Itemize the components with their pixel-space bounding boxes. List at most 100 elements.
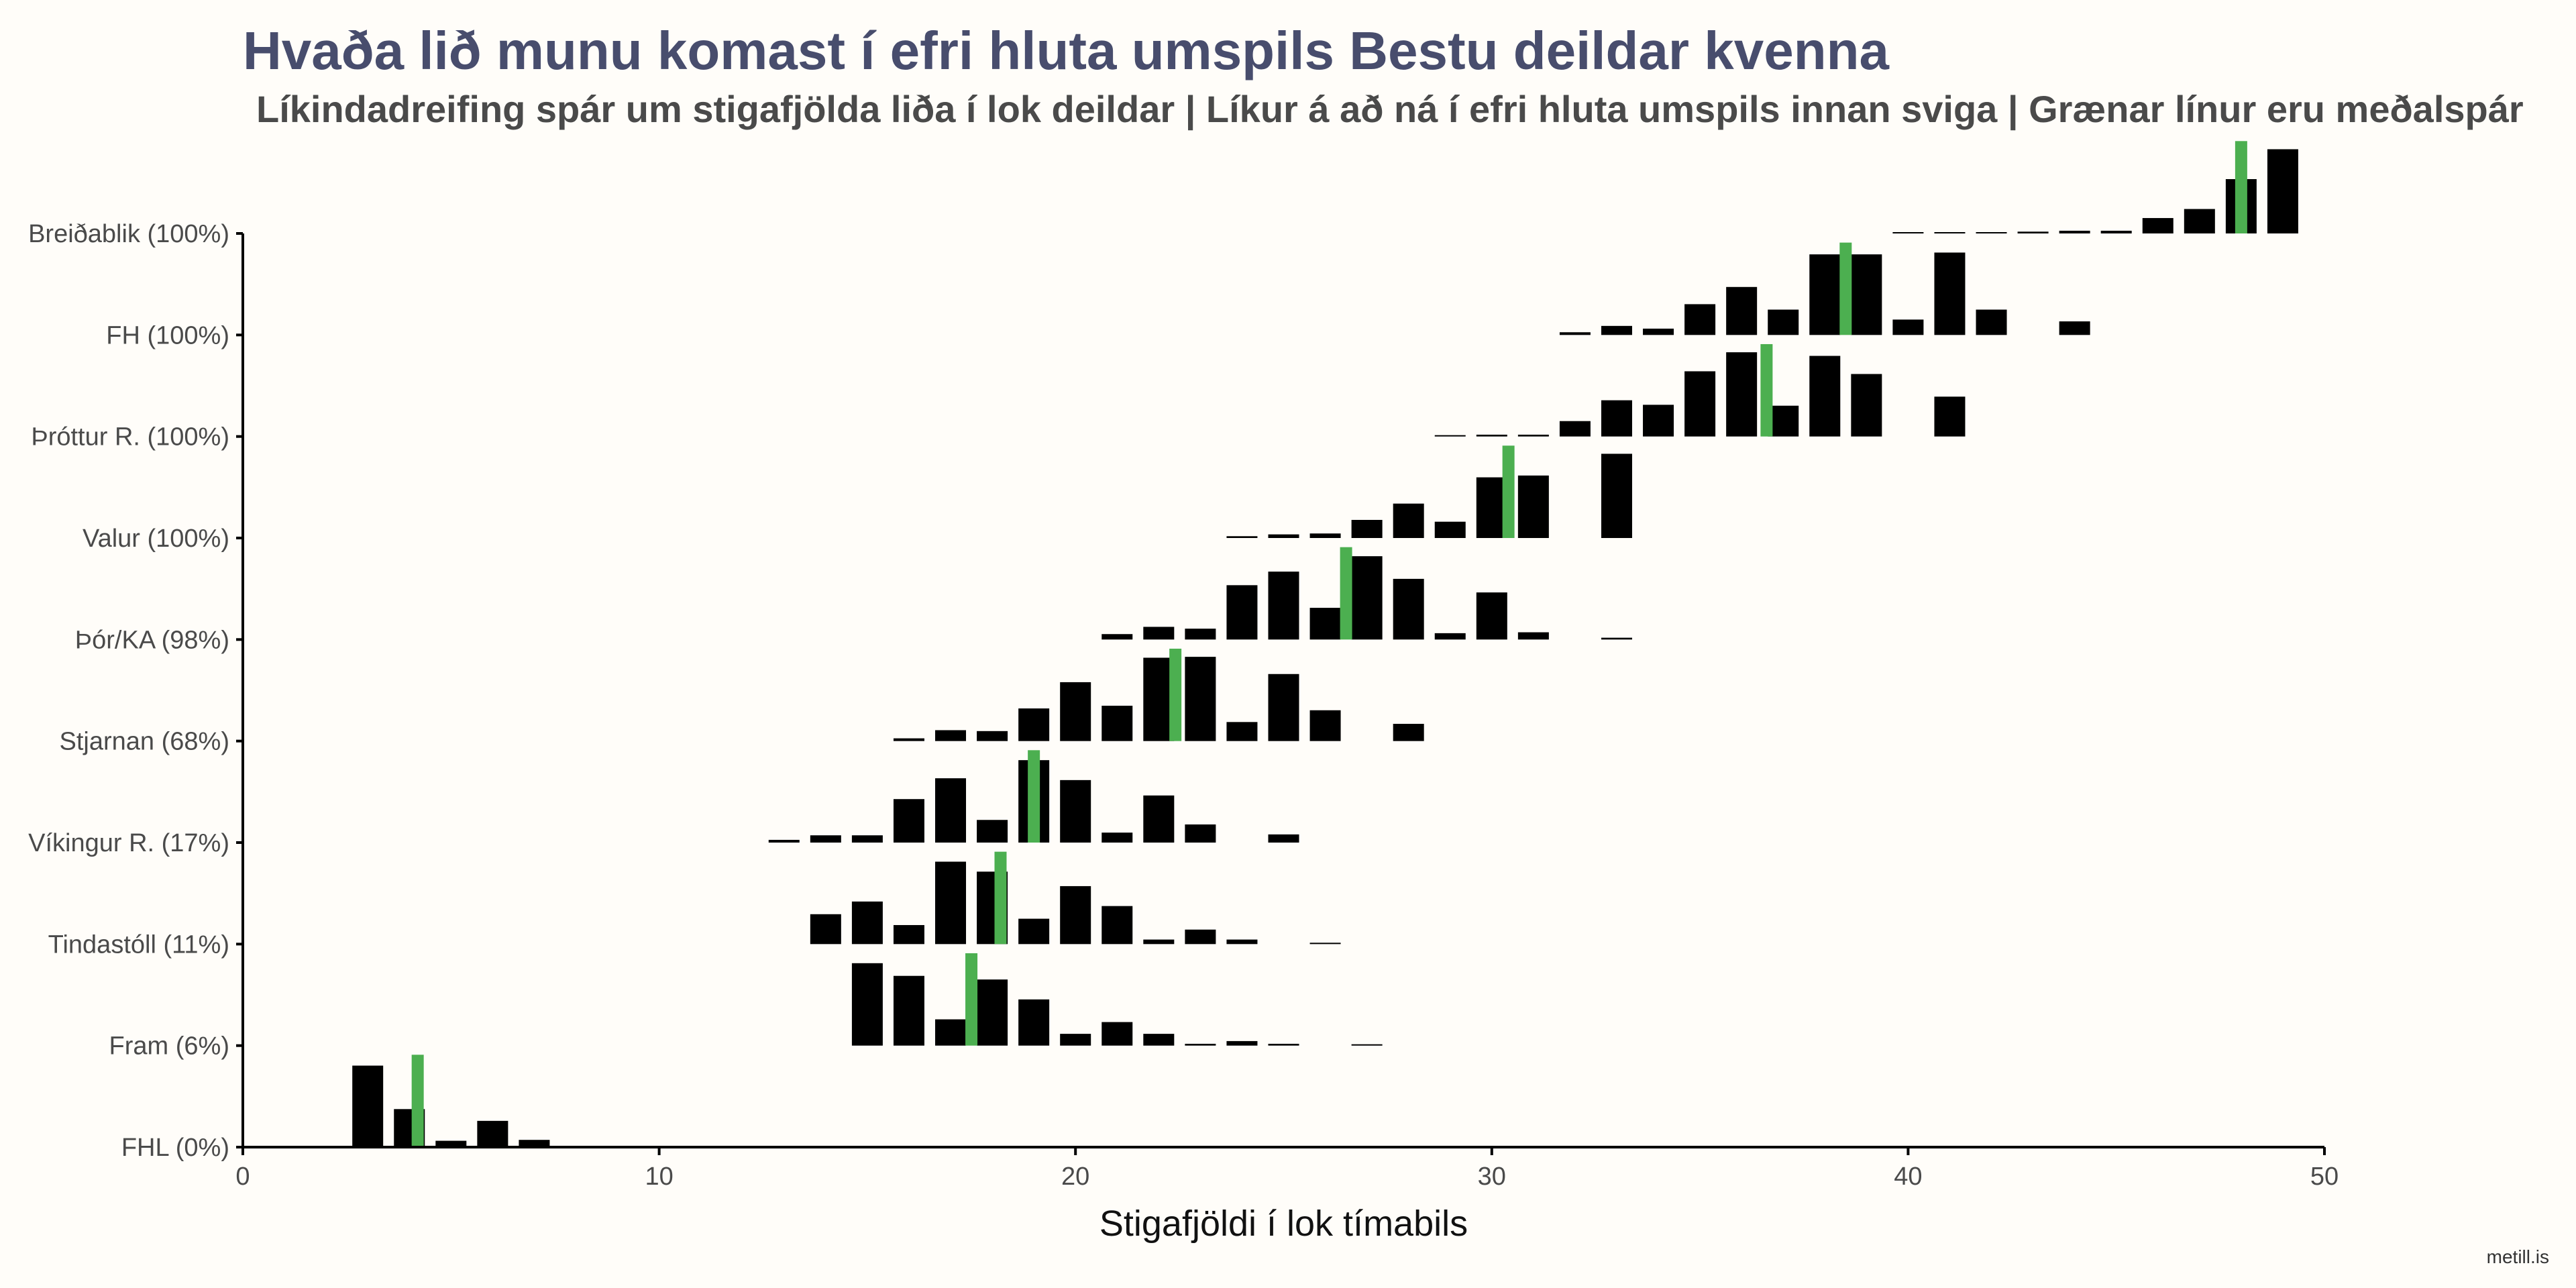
histogram-bar bbox=[1018, 708, 1050, 741]
histogram-bar bbox=[768, 839, 800, 843]
histogram-bar bbox=[1393, 503, 1424, 538]
series-valur-100 bbox=[1226, 445, 1632, 538]
histogram-bar bbox=[1601, 400, 1632, 437]
histogram-bar bbox=[1102, 706, 1133, 741]
histogram-bar bbox=[810, 835, 841, 843]
histogram-bar bbox=[2017, 231, 2049, 233]
histogram-bar bbox=[1601, 453, 1632, 538]
histogram-bar bbox=[2267, 149, 2298, 233]
mean-line bbox=[1760, 343, 1773, 437]
histogram-bar bbox=[1309, 710, 1341, 741]
mean-line bbox=[411, 1055, 424, 1147]
histogram-bar bbox=[1268, 1043, 1299, 1046]
y-tick-label: Þróttur R. (100%) bbox=[31, 423, 229, 451]
histogram-bar bbox=[1559, 421, 1591, 437]
y-tick-label: Stjarnan (68%) bbox=[60, 728, 229, 756]
histogram-bar bbox=[1351, 1044, 1383, 1046]
histogram-bar bbox=[1809, 356, 1841, 437]
histogram-bar bbox=[2100, 230, 2132, 233]
mean-line bbox=[1839, 242, 1852, 335]
y-tick-label: Þór/KA (98%) bbox=[75, 626, 229, 654]
axes-layer: Breiðablik (100%) FH (100%) Þróttur R. (10… bbox=[28, 220, 2339, 1244]
histogram-bar bbox=[1892, 232, 1924, 233]
histogram-bar bbox=[1934, 396, 1966, 437]
histogram-bar bbox=[1976, 232, 2007, 233]
histogram-bar bbox=[1726, 352, 1758, 437]
y-tick-label: FH (100%) bbox=[106, 321, 229, 350]
x-axis-title: Stigafjöldi í lok tímabils bbox=[1099, 1203, 1468, 1244]
histogram-bar bbox=[1102, 1022, 1133, 1046]
y-tick-label: Fram (6%) bbox=[109, 1032, 229, 1061]
histogram-bar bbox=[893, 924, 924, 945]
mean-line bbox=[2235, 141, 2247, 233]
series-fh-100 bbox=[1559, 242, 2090, 335]
histogram-bar bbox=[1934, 232, 1966, 233]
histogram-bar bbox=[1060, 780, 1091, 843]
histogram-bar bbox=[1476, 434, 1507, 437]
series-vikingur-r-17 bbox=[768, 750, 1299, 843]
histogram-bar bbox=[2059, 230, 2090, 233]
histogram-bar bbox=[1601, 325, 1632, 335]
x-tick-label: 40 bbox=[1894, 1163, 1922, 1191]
histogram-bar bbox=[1434, 633, 1466, 640]
histogram-bar bbox=[977, 820, 1008, 843]
source-credit: metill.is bbox=[2486, 1246, 2549, 1267]
series-tindastoll-11 bbox=[810, 851, 1341, 945]
histogram-bar bbox=[1143, 657, 1175, 741]
histogram-bar bbox=[1268, 572, 1299, 640]
histogram-bar bbox=[1226, 585, 1258, 640]
histogram-bar bbox=[1643, 328, 1674, 335]
mean-line bbox=[1502, 445, 1515, 538]
histogram-bar bbox=[1934, 252, 1966, 335]
histogram-bar bbox=[893, 738, 924, 741]
x-tick-label: 30 bbox=[1478, 1163, 1506, 1191]
histogram-bar bbox=[1143, 795, 1175, 843]
histogram-bar bbox=[1643, 405, 1674, 437]
series-rottur-r-100 bbox=[1434, 343, 1966, 437]
histogram-bar bbox=[1726, 286, 1758, 335]
histogram-bar bbox=[1226, 939, 1258, 945]
histogram-bar bbox=[1684, 304, 1716, 335]
histogram-bar bbox=[1892, 319, 1924, 335]
histogram-bar bbox=[893, 975, 924, 1046]
mean-line bbox=[994, 851, 1007, 945]
y-tick-label: Breiðablik (100%) bbox=[28, 220, 229, 248]
series-fhl-0 bbox=[352, 1055, 633, 1147]
histogram-bar bbox=[1185, 929, 1216, 945]
histogram-bar bbox=[1601, 637, 1632, 640]
histogram-bar bbox=[1143, 627, 1175, 640]
histogram-bar bbox=[477, 1120, 508, 1147]
histogram-bar bbox=[1476, 477, 1507, 538]
histogram-bar bbox=[935, 778, 967, 843]
histogram-bar bbox=[1268, 534, 1299, 538]
histogram-bar bbox=[1185, 629, 1216, 640]
mean-line bbox=[1028, 750, 1040, 843]
histogram-bar bbox=[851, 963, 883, 1046]
histogram-bar bbox=[1517, 475, 1549, 538]
histogram-bar bbox=[1559, 332, 1591, 335]
histogram-bar bbox=[1309, 943, 1341, 945]
series-fram-6 bbox=[851, 953, 1383, 1046]
histogram-bar bbox=[810, 914, 841, 945]
histogram-bar bbox=[1226, 536, 1258, 538]
histogram-bar bbox=[1102, 833, 1133, 843]
histogram-bar bbox=[1517, 434, 1549, 437]
histogram-bar bbox=[1143, 1034, 1175, 1046]
series-brei-ablik-100 bbox=[1892, 141, 2298, 233]
histogram-bar bbox=[893, 799, 924, 843]
histogram-bar bbox=[2142, 218, 2174, 233]
histogram-bar bbox=[935, 861, 967, 945]
histogram-bar bbox=[1851, 374, 1882, 437]
histogram-bar bbox=[1768, 405, 1799, 437]
histogram-bar bbox=[1976, 309, 2007, 335]
histogram-bar bbox=[1143, 939, 1175, 945]
histogram-bar bbox=[435, 1140, 467, 1147]
histogram-bar bbox=[1268, 674, 1299, 741]
histogram-bar bbox=[1060, 1034, 1091, 1046]
series-or-ka-98 bbox=[1102, 547, 1632, 640]
histogram-bar bbox=[1185, 1043, 1216, 1046]
histogram-bar bbox=[2059, 321, 2090, 335]
histogram-bar bbox=[1018, 918, 1050, 945]
histogram-bar bbox=[977, 979, 1008, 1046]
